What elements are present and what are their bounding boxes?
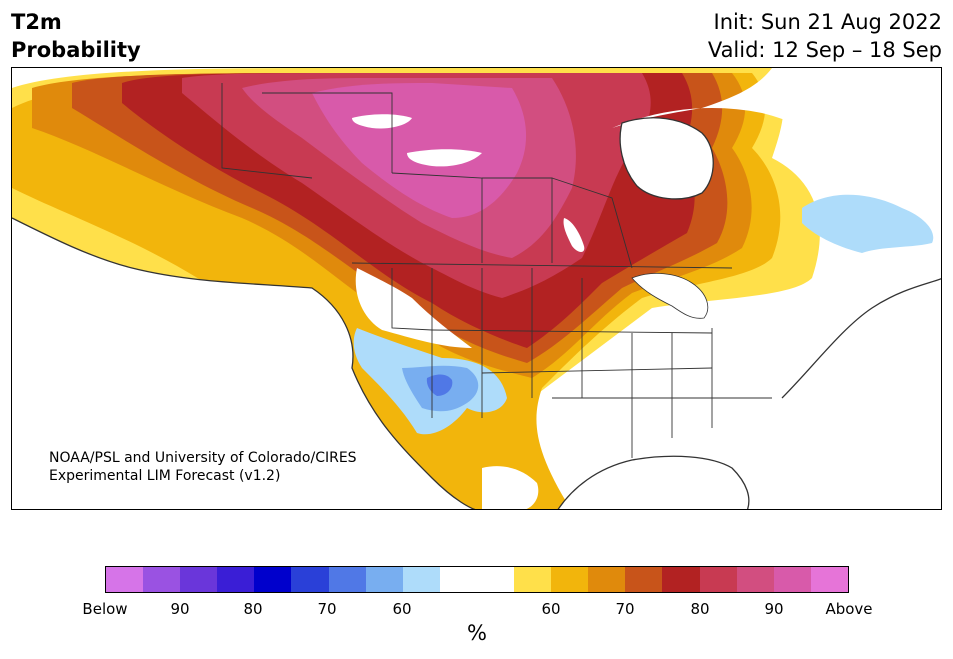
colorbar-segment: [810, 567, 848, 592]
init-date: Init: Sun 21 Aug 2022: [713, 10, 942, 34]
colorbar-segment: [514, 567, 552, 592]
colorbar-segment: [365, 567, 403, 592]
colorbar-segment: [476, 567, 515, 592]
colorbar-tick-label: 80: [243, 600, 263, 618]
great-slave-lake: [407, 149, 482, 167]
colorbar-segment: [106, 567, 144, 592]
colorbar-segment: [217, 567, 255, 592]
ocean-pacific: [12, 218, 474, 509]
colorbar-units: %: [467, 621, 487, 645]
colorbar-tick-label: 70: [317, 600, 337, 618]
valid-range: Valid: 12 Sep – 18 Sep: [707, 38, 942, 62]
colorbar-tick-label: 90: [170, 600, 190, 618]
ocean-atlantic: [752, 278, 941, 509]
region-neutral-northeast: [612, 68, 941, 209]
colorbar-segment: [736, 567, 774, 592]
colorbar-segment: [291, 567, 329, 592]
credit-line-1: NOAA/PSL and University of Colorado/CIRE…: [49, 450, 357, 466]
colorbar-segment: [328, 567, 366, 592]
political-boundaries: [221, 83, 772, 458]
colorbar-tick-label: Above: [825, 600, 873, 618]
region-neutral-west: [355, 268, 472, 348]
hudson-bay: [620, 117, 714, 199]
map-title: T2m Probability: [11, 8, 141, 64]
colorbar-segment: [699, 567, 737, 592]
colorbar-segment: [588, 567, 626, 592]
region-b55-quebec: [802, 194, 934, 253]
title-variable: T2m: [11, 10, 62, 34]
colorbar-tick-label: 70: [615, 600, 635, 618]
title-type: Probability: [11, 38, 141, 62]
colorbar-tick-label: 80: [690, 600, 710, 618]
forecast-dates: Init: Sun 21 Aug 2022 Valid: 12 Sep – 18…: [708, 8, 942, 64]
colorbar-segment: [143, 567, 181, 592]
lake-winnipeg: [563, 218, 585, 252]
colorbar-segment: [625, 567, 663, 592]
great-bear-lake: [352, 114, 412, 129]
colorbar: [105, 566, 849, 593]
colorbar-segment: [439, 567, 477, 592]
colorbar-segment: [402, 567, 440, 592]
colorbar-segment: [662, 567, 700, 592]
colorbar-segment: [773, 567, 811, 592]
region-b65-sw: [426, 374, 453, 396]
coastline: [12, 117, 941, 509]
colorbar-tick-label: 90: [764, 600, 784, 618]
colorbar-tick-label: 60: [392, 600, 412, 618]
colorbar-tick-label: Below: [82, 600, 128, 618]
region-neutral-mexico: [482, 466, 539, 509]
map-canvas: [12, 68, 941, 509]
colorbar-tick-label: 60: [541, 600, 561, 618]
credit-text: NOAA/PSL and University of Colorado/CIRE…: [49, 449, 357, 485]
great-lakes: [631, 273, 709, 319]
probability-map: [11, 67, 942, 510]
colorbar-segment: [180, 567, 218, 592]
credit-line-2: Experimental LIM Forecast (v1.2): [49, 468, 281, 484]
colorbar-segment: [551, 567, 589, 592]
colorbar-segment: [254, 567, 292, 592]
